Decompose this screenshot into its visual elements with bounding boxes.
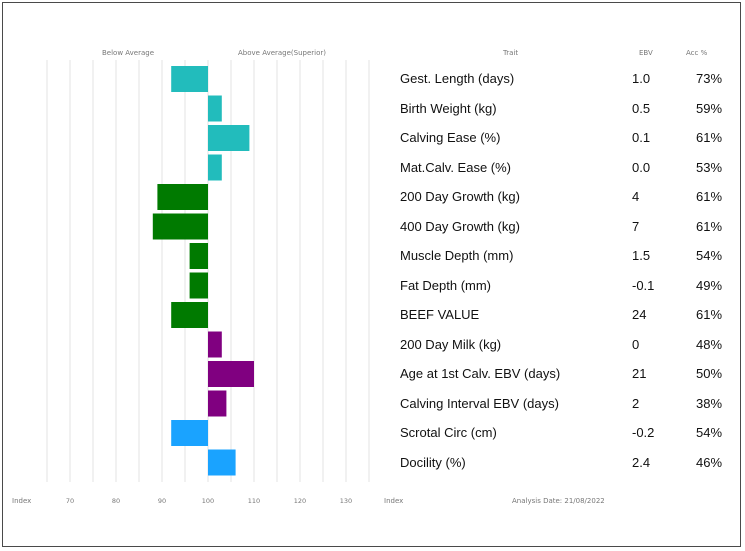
trait-name: Calving Ease (%)	[400, 130, 501, 145]
ebv-value: 0	[632, 336, 640, 352]
trait-name: BEEF VALUE	[400, 307, 480, 322]
acc-value: 54%	[696, 248, 723, 263]
index-bar	[208, 95, 222, 122]
acc-value: 48%	[696, 336, 723, 352]
ebv-header: EBV	[639, 49, 653, 57]
acc-value: 53%	[696, 159, 723, 175]
ebv-value: -0.2	[632, 425, 655, 440]
ebv-value: 24	[632, 307, 647, 322]
trait-name: Mat.Calv. Ease (%)	[400, 159, 512, 175]
acc-value: 54%	[696, 425, 723, 440]
index-bar	[189, 243, 208, 269]
index-bar	[208, 361, 254, 387]
index-bar	[171, 420, 208, 446]
ebv-value: 2.4	[632, 454, 651, 470]
acc-value: 61%	[696, 307, 723, 322]
x-tick-label: 120	[293, 497, 307, 505]
acc-value: 61%	[696, 189, 723, 204]
index-label-left: Index	[12, 497, 32, 505]
index-bar	[208, 390, 227, 417]
x-tick-label: 100	[201, 497, 215, 505]
trait-header: Trait	[503, 49, 519, 57]
trait-name: 200 Day Growth (kg)	[400, 189, 520, 204]
ebv-value: -0.1	[632, 277, 655, 293]
trait-name: Scrotal Circ (cm)	[400, 425, 497, 440]
acc-value: 49%	[696, 277, 723, 293]
index-bar	[171, 66, 208, 92]
index-bar	[157, 184, 208, 210]
acc-value: 59%	[696, 100, 723, 116]
below-average-label: Below Average	[102, 49, 155, 57]
acc-value: 38%	[696, 395, 723, 411]
analysis-date: Analysis Date: 21/08/2022	[512, 497, 605, 505]
acc-value: 73%	[696, 71, 723, 86]
acc-value: 46%	[696, 454, 723, 470]
trait-name: 200 Day Milk (kg)	[400, 336, 502, 352]
acc-header: Acc %	[686, 49, 708, 57]
index-bar	[208, 331, 222, 358]
x-tick-label: 80	[111, 497, 121, 505]
ebv-value: 21	[632, 366, 647, 381]
acc-value: 50%	[696, 366, 723, 381]
x-tick-label: 110	[247, 497, 261, 505]
ebv-value: 7	[632, 218, 640, 234]
acc-value: 61%	[696, 130, 723, 145]
trait-name: Age at 1st Calv. EBV (days)	[400, 366, 561, 381]
ebv-value: 0.0	[632, 159, 651, 175]
acc-value: 61%	[696, 218, 723, 234]
ebv-value: 2	[632, 395, 640, 411]
ebv-value: 4	[632, 189, 640, 204]
trait-name: Calving Interval EBV (days)	[400, 395, 559, 411]
trait-name: Gest. Length (days)	[400, 71, 515, 86]
ebv-value: 0.1	[632, 130, 651, 145]
ebv-value: 0.5	[632, 100, 651, 116]
above-average-label: Above Average(Superior)	[238, 49, 327, 57]
index-bar	[152, 213, 208, 240]
trait-name: Docility (%)	[400, 454, 466, 470]
x-tick-label: 130	[339, 497, 353, 505]
trait-name: Fat Depth (mm)	[400, 277, 492, 293]
trait-name: 400 Day Growth (kg)	[400, 218, 520, 234]
index-bar	[208, 125, 250, 151]
index-label-right: Index	[384, 497, 404, 505]
x-tick-label: 90	[157, 497, 167, 505]
ebv-value: 1.5	[632, 248, 651, 263]
index-bar	[189, 272, 208, 299]
index-bar	[208, 449, 236, 476]
x-tick-label: 70	[65, 497, 75, 505]
index-bar	[171, 302, 208, 328]
trait-name: Muscle Depth (mm)	[400, 248, 514, 263]
ebv-value: 1.0	[632, 71, 651, 86]
index-bar	[208, 154, 222, 181]
trait-name: Birth Weight (kg)	[400, 100, 497, 116]
